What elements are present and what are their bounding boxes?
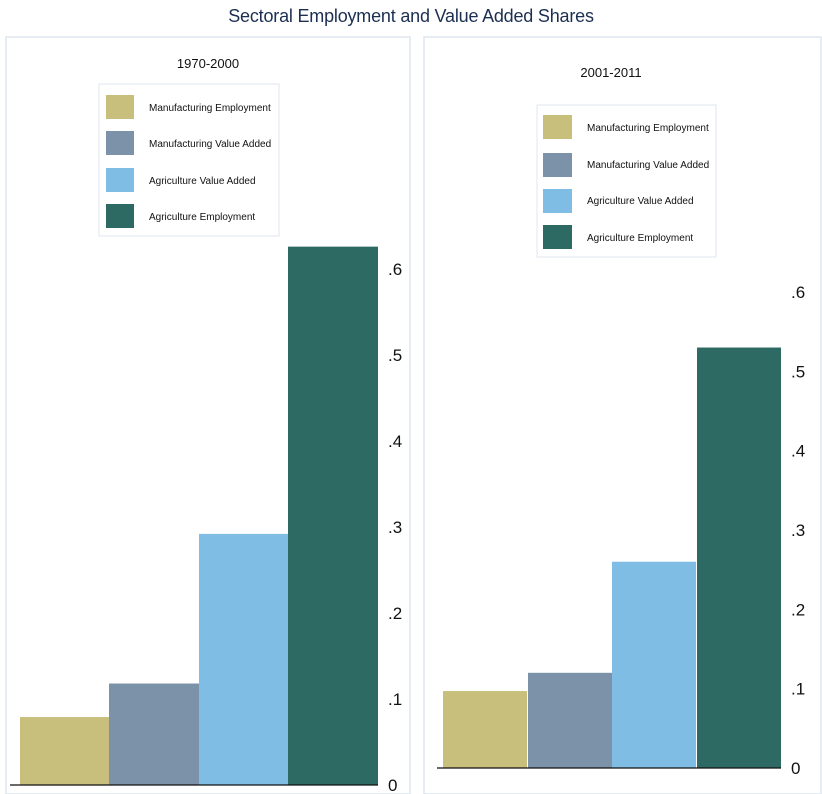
legend-swatch bbox=[543, 115, 572, 139]
legend-label: Agriculture Value Added bbox=[587, 196, 694, 207]
y-tick-label: .1 bbox=[388, 690, 402, 709]
chart-title: Sectoral Employment and Value Added Shar… bbox=[228, 6, 594, 26]
bar bbox=[20, 717, 110, 785]
bar bbox=[697, 347, 781, 768]
panel-frame-right bbox=[423, 36, 822, 794]
legend: Manufacturing Employment Manufacturing V… bbox=[536, 104, 717, 258]
legend-label: Agriculture Employment bbox=[149, 212, 255, 223]
bar-group-2001-2011 bbox=[443, 347, 781, 768]
y-tick-label: .3 bbox=[791, 521, 805, 540]
bar bbox=[612, 561, 696, 768]
legend-swatch bbox=[106, 131, 134, 155]
y-axis-2001-2011: 0 .1 .2 .3 .4 .5 .6 bbox=[437, 283, 805, 778]
legend-swatch bbox=[543, 225, 572, 249]
legend-swatch bbox=[106, 168, 134, 192]
y-tick-label: .4 bbox=[388, 432, 402, 451]
y-tick-label: 0 bbox=[388, 776, 397, 794]
legend-swatch bbox=[106, 204, 134, 228]
y-tick-label: 0 bbox=[791, 759, 800, 778]
legend-label: Agriculture Employment bbox=[587, 233, 693, 244]
y-tick-label: .4 bbox=[791, 442, 805, 461]
legend-label: Manufacturing Employment bbox=[149, 103, 271, 114]
panel-frame-left bbox=[5, 36, 411, 794]
y-tick-label: .1 bbox=[791, 680, 805, 699]
legend-label: Manufacturing Value Added bbox=[587, 160, 709, 171]
y-tick-label: .2 bbox=[388, 604, 402, 623]
y-tick-label: .5 bbox=[388, 346, 402, 365]
bar bbox=[528, 672, 612, 768]
bar bbox=[109, 683, 199, 785]
legend: Manufacturing Employment Manufacturing V… bbox=[98, 83, 280, 237]
y-tick-label: .6 bbox=[791, 283, 805, 302]
legend-swatch bbox=[543, 153, 572, 177]
bar bbox=[443, 691, 527, 768]
y-tick-label: .3 bbox=[388, 518, 402, 537]
bar bbox=[199, 533, 289, 785]
bar bbox=[288, 246, 378, 785]
y-axis-1970-2000: 0 .1 .2 .3 .4 .5 .6 bbox=[10, 260, 402, 794]
y-tick-label: .6 bbox=[388, 260, 402, 279]
panel-title: 2001-2011 bbox=[580, 65, 641, 80]
y-tick-label: .5 bbox=[791, 362, 805, 381]
y-tick-label: .2 bbox=[791, 600, 805, 619]
bar-group-1970-2000 bbox=[20, 246, 378, 785]
legend-label: Manufacturing Value Added bbox=[149, 139, 271, 150]
legend-swatch bbox=[106, 95, 134, 119]
legend-label: Manufacturing Employment bbox=[587, 123, 709, 134]
panel-title: 1970-2000 bbox=[177, 56, 239, 71]
legend-label: Agriculture Value Added bbox=[149, 176, 256, 187]
legend-swatch bbox=[543, 189, 572, 213]
